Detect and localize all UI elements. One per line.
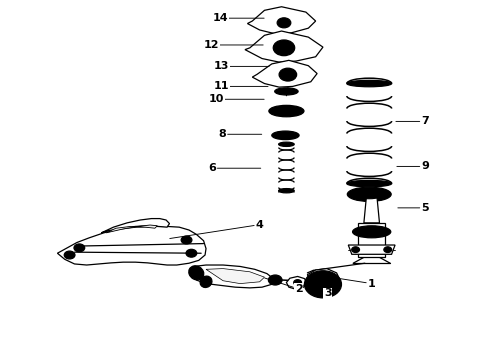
Circle shape [276,111,281,114]
Text: 3: 3 [324,288,332,298]
Circle shape [68,253,72,256]
Circle shape [286,73,290,76]
Circle shape [281,21,287,25]
Circle shape [290,71,293,73]
Text: 5: 5 [421,203,429,213]
Ellipse shape [272,131,299,140]
Polygon shape [252,60,317,87]
Text: 2: 2 [294,284,302,294]
Circle shape [282,112,287,116]
Polygon shape [57,226,206,265]
Ellipse shape [269,105,304,117]
Text: 6: 6 [208,163,216,173]
Circle shape [64,251,75,259]
Text: 7: 7 [421,116,429,126]
Circle shape [277,18,291,28]
Circle shape [287,69,289,72]
Circle shape [290,76,293,78]
Circle shape [320,282,326,287]
Circle shape [287,77,289,80]
Ellipse shape [347,187,391,202]
Circle shape [185,239,189,242]
Ellipse shape [281,134,290,137]
Text: 11: 11 [214,81,229,91]
Circle shape [294,280,301,285]
Circle shape [186,249,197,257]
Circle shape [281,73,284,76]
Ellipse shape [282,110,291,112]
Polygon shape [106,225,157,233]
Polygon shape [245,31,323,62]
Ellipse shape [279,189,294,193]
Circle shape [292,73,294,76]
Circle shape [384,247,392,252]
Polygon shape [206,269,265,284]
Ellipse shape [275,88,298,95]
Ellipse shape [277,132,294,138]
Ellipse shape [273,107,300,115]
Circle shape [273,40,294,56]
Circle shape [278,43,290,53]
Text: 1: 1 [368,279,375,289]
Polygon shape [307,269,340,294]
Ellipse shape [355,190,384,199]
Text: 14: 14 [213,13,228,23]
Circle shape [74,244,85,252]
Circle shape [279,68,296,81]
Circle shape [282,107,287,110]
Circle shape [281,46,287,50]
Circle shape [296,282,299,284]
Circle shape [352,247,360,252]
Polygon shape [101,219,170,233]
Ellipse shape [193,269,200,276]
Circle shape [269,275,282,285]
Circle shape [77,247,81,249]
Circle shape [283,76,286,78]
Circle shape [293,109,297,113]
Ellipse shape [281,90,292,93]
Ellipse shape [347,180,392,187]
Text: 8: 8 [218,129,226,139]
Circle shape [190,252,194,255]
Polygon shape [194,265,274,288]
Circle shape [315,279,331,290]
Polygon shape [364,193,379,223]
Polygon shape [358,223,385,257]
Circle shape [181,236,192,244]
Polygon shape [247,7,316,33]
Ellipse shape [285,91,288,92]
Ellipse shape [189,266,204,280]
Text: 12: 12 [204,40,220,50]
Circle shape [304,271,342,298]
Circle shape [276,108,281,112]
Circle shape [283,71,286,73]
Text: 13: 13 [214,62,229,71]
Circle shape [309,274,337,294]
Ellipse shape [353,226,391,238]
Text: 9: 9 [421,161,429,171]
Circle shape [290,112,294,115]
Polygon shape [348,245,395,254]
Text: 4: 4 [256,220,264,230]
Circle shape [272,278,278,282]
Polygon shape [287,276,307,289]
Ellipse shape [200,276,212,288]
Ellipse shape [347,80,392,87]
Circle shape [290,107,294,111]
Text: 10: 10 [209,94,224,104]
Ellipse shape [362,192,376,197]
Ellipse shape [279,142,294,147]
